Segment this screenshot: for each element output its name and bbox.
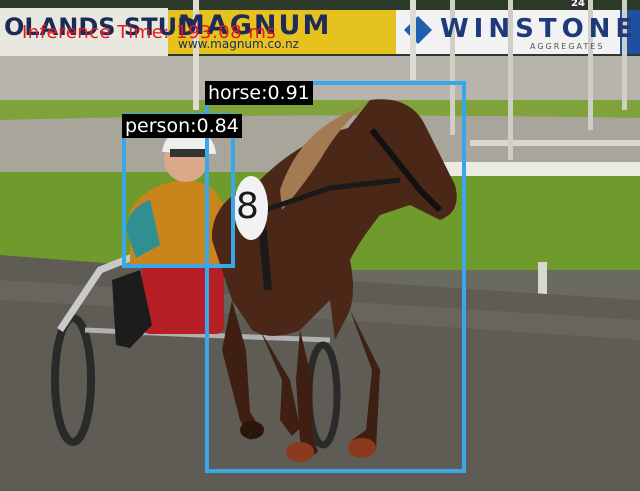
billboard-winstone-text: WINSTONE xyxy=(440,14,639,44)
inference-time-label: Inference Time: 193.08 ms xyxy=(22,22,277,43)
horse-bounding-box xyxy=(205,81,466,473)
saddle-cloth xyxy=(234,176,268,240)
billboard-magnum-text: MAGNUM xyxy=(178,10,332,41)
billboard-left xyxy=(0,8,168,56)
person-detection-label: person:0.84 xyxy=(122,114,242,138)
saddle-number: 8 xyxy=(236,186,259,227)
billboard-magnum-url: www.magnum.co.nz xyxy=(178,37,299,51)
billboard-magnum xyxy=(168,10,396,54)
horse-mane xyxy=(280,100,370,210)
marker-post xyxy=(538,262,547,322)
sulky-seat xyxy=(142,262,224,334)
horse-detection-label: horse:0.91 xyxy=(205,81,313,105)
sulky-wheel xyxy=(51,314,95,446)
billboard-winstone-sub: AGGREGATES xyxy=(530,42,605,51)
billboard-number: 24 xyxy=(571,0,585,9)
billboard-left-text: OLANDS STUD xyxy=(4,13,197,41)
